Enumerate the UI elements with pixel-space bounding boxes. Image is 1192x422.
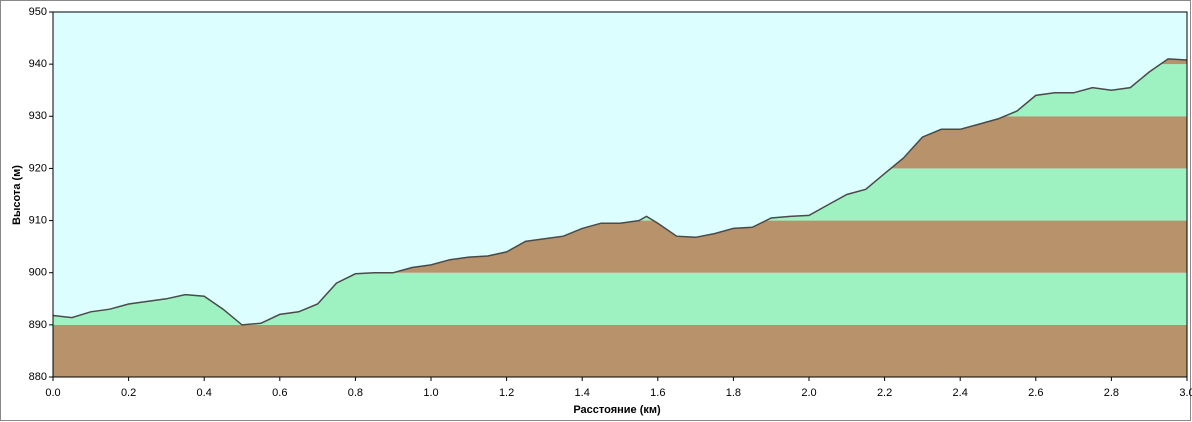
y-tick-label: 910 (29, 214, 47, 226)
y-tick-label: 940 (29, 58, 47, 70)
y-tick-label: 920 (29, 162, 47, 174)
plot-border (52, 11, 1188, 378)
x-tick-label: 0.2 (121, 387, 136, 399)
y-tick-label: 880 (29, 371, 47, 383)
x-tick-label: 0.0 (45, 387, 60, 399)
x-axis-label: Расстояние (км) (573, 404, 661, 416)
y-tick-label: 900 (29, 267, 47, 279)
x-tick-label: 2.2 (877, 387, 892, 399)
x-tick-label: 1.4 (575, 387, 590, 399)
x-tick-label: 1.8 (726, 387, 741, 399)
y-tick-label: 890 (29, 319, 47, 331)
y-axis-label: Высота (м) (11, 165, 23, 225)
x-tick-label: 3.0 (1179, 387, 1192, 399)
elevation-band (53, 324, 1187, 377)
y-tick-label: 930 (29, 110, 47, 122)
profile-line (52, 58, 1188, 326)
x-tick-label: 1.0 (423, 387, 438, 399)
x-tick-label: 1.6 (650, 387, 665, 399)
x-tick-label: 0.4 (197, 387, 212, 399)
x-tick-label: 2.8 (1104, 387, 1119, 399)
x-tick-label: 2.0 (801, 387, 816, 399)
x-tick-label: 2.6 (1028, 387, 1043, 399)
x-tick-label: 0.6 (272, 387, 287, 399)
x-tick-label: 0.8 (348, 387, 363, 399)
x-tick-label: 2.4 (953, 387, 968, 399)
x-tick-label: 1.2 (499, 387, 514, 399)
y-tick-label: 950 (29, 6, 47, 18)
